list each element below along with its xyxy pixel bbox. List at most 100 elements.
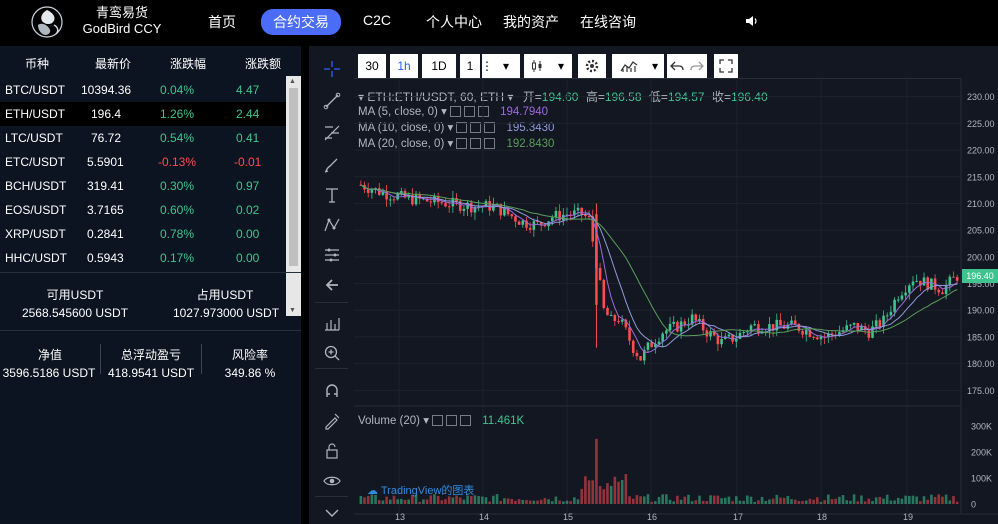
nav-home[interactable]: 首页 <box>208 14 236 30</box>
settings-gear-icon[interactable] <box>578 54 606 78</box>
chevron-down-icon[interactable]: ▾ <box>550 54 572 78</box>
crosshair-icon[interactable] <box>323 60 341 78</box>
legend-menu-icon[interactable]: ▾ <box>507 90 517 104</box>
pattern-icon[interactable] <box>323 216 341 234</box>
chevron-down-icon[interactable] <box>323 504 341 522</box>
settings-icon[interactable] <box>445 415 457 427</box>
candle-body <box>539 222 543 225</box>
market-row-eos[interactable]: EOS/USDT 3.7165 0.60% 0.02 <box>0 198 286 222</box>
volume-bar <box>885 494 889 504</box>
nav-c2c[interactable]: C2C <box>363 12 392 28</box>
market-row-ltc[interactable]: LTC/USDT 76.72 0.54% 0.41 <box>0 126 286 150</box>
price-value: 196.4 <box>91 107 122 121</box>
candle-body <box>370 189 374 193</box>
close-icon[interactable] <box>484 138 496 150</box>
volume-bar <box>830 499 834 504</box>
fullscreen-icon[interactable] <box>714 54 738 78</box>
settings-icon[interactable] <box>463 106 475 118</box>
candle-body <box>403 191 407 198</box>
zoom-in-icon[interactable] <box>323 344 341 362</box>
volume-bar <box>926 499 929 504</box>
prediction-icon[interactable] <box>323 246 341 264</box>
market-row-etc[interactable]: ETC/USDT 5.5901 -0.13% -0.01 <box>0 150 286 174</box>
volume-bar <box>536 500 539 504</box>
eye-icon[interactable] <box>449 106 461 118</box>
speaker-icon[interactable] <box>744 13 760 29</box>
interval-30[interactable]: 30 <box>358 54 386 78</box>
measure-icon[interactable] <box>323 314 341 332</box>
interval-1[interactable]: 1 <box>460 54 480 78</box>
volume-bar <box>587 480 591 504</box>
candle-body <box>955 277 959 281</box>
ma5-legend[interactable]: MA (5, close, 0) ▾ 194.7940 <box>358 106 549 118</box>
market-row-btc[interactable]: BTC/USDT 10394.36 0.04% 4.47 <box>0 78 286 102</box>
scroll-up-arrow-icon[interactable]: ▲ <box>289 78 296 85</box>
brush-icon[interactable] <box>323 156 341 174</box>
volume-legend[interactable]: Volume (20) ▾ 11.461K <box>358 415 525 427</box>
candle-body <box>569 214 572 216</box>
nav-personal-center[interactable]: 个人中心 <box>426 14 482 30</box>
candle-body <box>587 216 591 218</box>
interval-1h[interactable]: 1h <box>390 54 418 78</box>
nav-online-consult[interactable]: 在线咨询 <box>580 14 636 30</box>
nav-my-assets[interactable]: 我的资产 <box>503 14 559 30</box>
volume-bar <box>896 497 900 504</box>
market-scrollbar[interactable]: ▲ ▼ <box>286 76 301 316</box>
settings-icon[interactable] <box>470 122 482 134</box>
change-amt: 0.00 <box>236 251 260 265</box>
close-icon[interactable] <box>477 106 489 118</box>
ma10-legend[interactable]: MA (10, close, 0) ▾ 195.3430 <box>358 122 555 134</box>
stay-drawing-icon[interactable] <box>323 412 341 430</box>
chevron-down-icon[interactable]: ▾ <box>646 54 664 78</box>
godbird-logo-icon[interactable] <box>30 5 64 39</box>
tradingview-watermark[interactable]: ☁ TradingView的图表 <box>367 482 474 498</box>
settings-icon[interactable] <box>470 138 482 150</box>
eye-icon[interactable] <box>456 138 468 150</box>
eye-icon[interactable] <box>456 122 468 134</box>
text-tool-icon[interactable] <box>323 186 341 204</box>
tradingview-chart[interactable]: 30 1h 1D 1 ⋮ ▾ ▾ ▾ ▾ ETH:ETH/USDT, 60, E… <box>309 46 998 524</box>
ma20-legend[interactable]: MA (20, close, 0) ▾ 192.8430 <box>358 138 555 150</box>
candle-body <box>514 216 517 222</box>
brand-name: 青鸾易货 GodBird CCY <box>72 5 172 37</box>
lock-icon[interactable] <box>323 442 341 460</box>
volume-bar <box>595 438 598 504</box>
market-row-xrp[interactable]: XRP/USDT 0.2841 0.78% 0.00 <box>0 222 286 246</box>
market-row-eth[interactable]: ETH/USDT 196.4 1.26% 2.44 <box>0 102 286 126</box>
volume-bar <box>779 497 782 504</box>
candle-body <box>613 315 617 322</box>
volume-bar <box>598 486 602 504</box>
scroll-down-arrow-icon[interactable]: ▼ <box>289 307 296 314</box>
more-intervals-icon[interactable]: ⋮ <box>481 54 493 78</box>
redo-icon[interactable] <box>687 54 707 78</box>
eye-icon[interactable] <box>323 472 341 490</box>
nav-contract-trading[interactable]: 合约交易 <box>261 9 341 35</box>
magnet-icon[interactable] <box>323 382 341 400</box>
arrow-left-icon[interactable] <box>323 276 341 294</box>
candle-body <box>359 184 363 186</box>
chevron-down-icon[interactable]: ▾ <box>492 54 520 78</box>
volume-bar <box>701 500 705 504</box>
market-row-hhc[interactable]: HHC/USDT 0.5943 0.17% 0.00 <box>0 246 286 270</box>
candle-body <box>657 341 661 345</box>
candle-body <box>933 278 937 290</box>
scrollbar-thumb[interactable] <box>289 88 298 266</box>
close-icon[interactable] <box>484 122 496 134</box>
candle-body <box>458 201 462 211</box>
top-nav-bar: 青鸾易货 GodBird CCY 首页 合约交易 C2C 个人中心 我的资产 在… <box>0 0 998 44</box>
fib-retracement-icon[interactable] <box>323 124 341 142</box>
volume-bar <box>554 496 558 504</box>
market-row-bch[interactable]: BCH/USDT 319.41 0.30% 0.97 <box>0 174 286 198</box>
trend-line-icon[interactable] <box>323 92 341 110</box>
close-icon[interactable] <box>459 415 471 427</box>
occupied-usdt-value: 1027.973000 USDT <box>172 306 280 320</box>
volume-bar <box>573 497 576 504</box>
undo-icon[interactable] <box>667 54 687 78</box>
indicators-icon[interactable] <box>612 54 646 78</box>
eye-icon[interactable] <box>431 415 443 427</box>
change-pct: 0.17% <box>160 251 195 265</box>
candle-style-icon[interactable] <box>524 54 550 78</box>
interval-1d[interactable]: 1D <box>422 54 456 78</box>
volume-tick-label: 200K <box>971 447 992 457</box>
legend-arrow-icon[interactable]: ▾ <box>358 90 368 104</box>
